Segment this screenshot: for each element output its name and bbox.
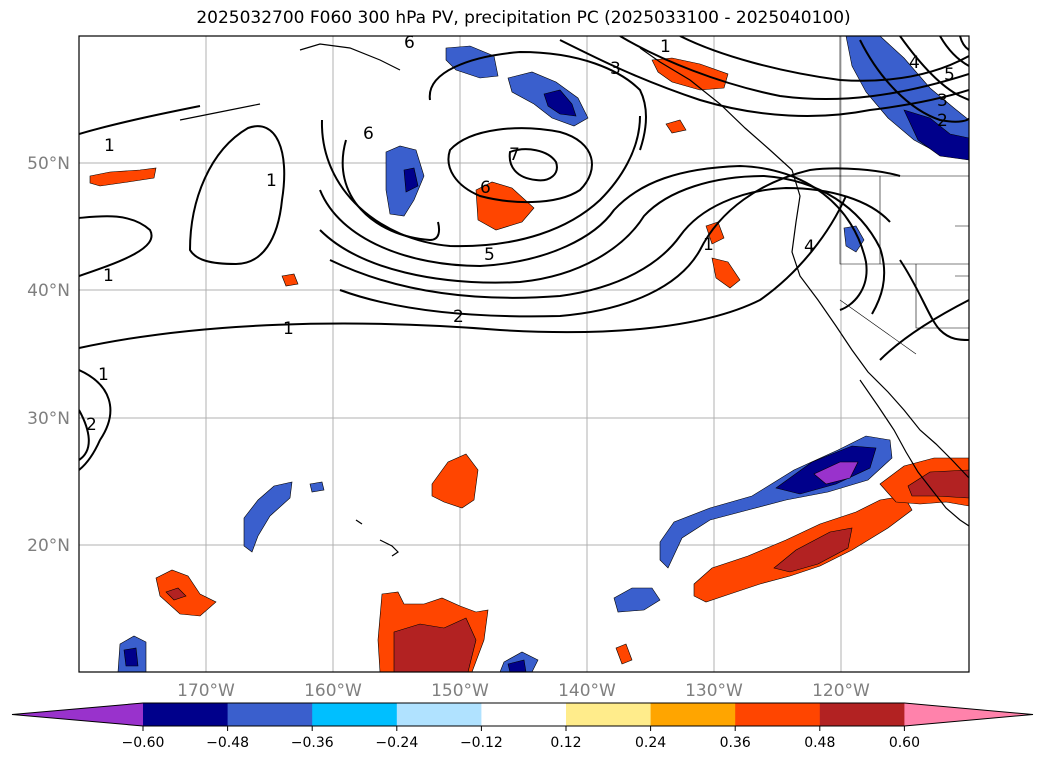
contour-label: 1 xyxy=(266,171,277,191)
contour-label: 1 xyxy=(703,235,714,255)
contour-label: 1 xyxy=(104,136,115,156)
colorbar-tick-label: 0.36 xyxy=(720,735,751,751)
colorbar-tick-label: 0.60 xyxy=(889,735,920,751)
pv-contour-labels: 1 1 1 1 1 1 1 2 2 2 3 3 4 4 5 5 6 6 6 7 xyxy=(86,33,955,435)
colorbar-segment xyxy=(396,703,482,726)
longitude-labels: 170°W 160°W 150°W 140°W 130°W 120°W xyxy=(177,681,870,701)
contour-label: 5 xyxy=(944,65,955,85)
lon-label: 170°W xyxy=(177,681,235,701)
contour-label: 1 xyxy=(660,37,671,57)
lon-label: 140°W xyxy=(558,681,616,701)
colorbar-tick-label: −0.36 xyxy=(291,735,334,751)
colorbar: −0.60 −0.48 −0.36 −0.24 −0.12 0.12 0.24 0.36 0.4… xyxy=(11,702,1034,751)
pv-contours xyxy=(79,36,969,471)
contour-label: 2 xyxy=(453,307,464,327)
lon-label: 120°W xyxy=(812,681,870,701)
colorbar-extend-high xyxy=(904,703,1033,726)
colorbar-segment xyxy=(312,703,398,726)
colorbar-segment xyxy=(819,703,905,726)
contour-label: 1 xyxy=(103,266,114,286)
precipitation-field xyxy=(89,36,969,672)
colorbar-tick-label: −0.60 xyxy=(122,735,165,751)
contour-label: 6 xyxy=(404,33,415,53)
colorbar-tick-label: 0.24 xyxy=(635,735,666,751)
contour-label: 3 xyxy=(937,91,948,111)
coastlines xyxy=(179,43,969,557)
contour-label: 4 xyxy=(909,53,920,73)
contour-label: 7 xyxy=(509,145,520,165)
colorbar-segment xyxy=(566,703,652,726)
colorbar-segment xyxy=(143,703,229,726)
lat-label: 40°N xyxy=(27,281,70,301)
latitude-labels: 50°N 40°N 30°N 20°N xyxy=(27,154,70,556)
contour-label: 1 xyxy=(283,319,294,339)
lat-label: 30°N xyxy=(27,409,70,429)
lon-label: 160°W xyxy=(304,681,362,701)
colorbar-tick-label: 0.48 xyxy=(804,735,835,751)
colorbar-segment xyxy=(227,703,313,726)
contour-label: 3 xyxy=(610,59,621,79)
lat-label: 20°N xyxy=(27,536,70,556)
colorbar-segment xyxy=(735,703,821,726)
colorbar-segment xyxy=(650,703,736,726)
colorbar-segment xyxy=(481,703,567,726)
map-title: 2025032700 F060 300 hPa PV, precipitatio… xyxy=(196,8,851,28)
lat-label: 50°N xyxy=(27,154,70,174)
colorbar-tick-label: −0.48 xyxy=(206,735,249,751)
contour-label: 2 xyxy=(937,111,948,131)
political-borders xyxy=(790,36,969,355)
contour-label: 5 xyxy=(484,245,495,265)
contour-label: 4 xyxy=(804,237,815,257)
map-frame xyxy=(78,35,970,673)
lon-label: 130°W xyxy=(685,681,743,701)
contour-label: 1 xyxy=(98,365,109,385)
contour-label: 6 xyxy=(480,178,491,198)
colorbar-tick-label: −0.24 xyxy=(375,735,418,751)
map-plot-area xyxy=(79,36,969,672)
lon-label: 150°W xyxy=(431,681,489,701)
contour-label: 6 xyxy=(363,124,374,144)
colorbar-extend-low xyxy=(12,703,143,726)
colorbar-tick-label: 0.12 xyxy=(550,735,581,751)
colorbar-tick-label: −0.12 xyxy=(460,735,503,751)
contour-label: 2 xyxy=(86,415,97,435)
